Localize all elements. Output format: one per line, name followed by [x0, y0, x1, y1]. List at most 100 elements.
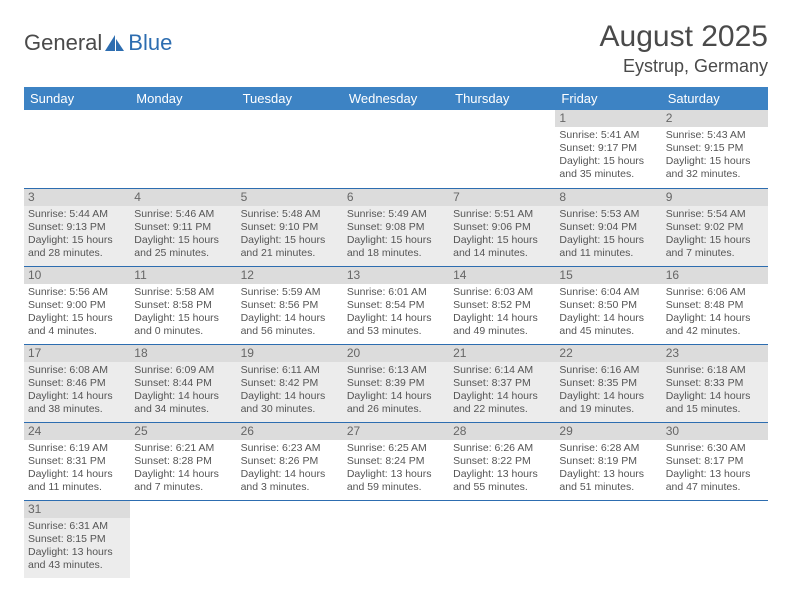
calendar-day-cell: 14Sunrise: 6:03 AMSunset: 8:52 PMDayligh…: [449, 266, 555, 344]
day-info-line: Sunrise: 5:56 AM: [28, 286, 126, 299]
calendar-day-cell: 18Sunrise: 6:09 AMSunset: 8:44 PMDayligh…: [130, 344, 236, 422]
calendar-day-cell: 13Sunrise: 6:01 AMSunset: 8:54 PMDayligh…: [343, 266, 449, 344]
day-number: 22: [555, 345, 661, 362]
calendar-week-row: 10Sunrise: 5:56 AMSunset: 9:00 PMDayligh…: [24, 266, 768, 344]
day-info-line: and 32 minutes.: [666, 168, 764, 181]
day-info-line: Daylight: 14 hours: [241, 390, 339, 403]
day-info-line: and 11 minutes.: [559, 247, 657, 260]
day-info-line: Sunrise: 6:08 AM: [28, 364, 126, 377]
day-info-line: Daylight: 14 hours: [559, 390, 657, 403]
day-info-line: Daylight: 15 hours: [666, 155, 764, 168]
day-number: 14: [449, 267, 555, 284]
logo: General Blue: [24, 30, 172, 56]
day-info-line: and 35 minutes.: [559, 168, 657, 181]
day-info-line: and 25 minutes.: [134, 247, 232, 260]
day-info-line: Sunrise: 6:28 AM: [559, 442, 657, 455]
day-info-line: and 26 minutes.: [347, 403, 445, 416]
day-number: 11: [130, 267, 236, 284]
day-number: 5: [237, 189, 343, 206]
calendar-table: SundayMondayTuesdayWednesdayThursdayFrid…: [24, 87, 768, 578]
day-number: 6: [343, 189, 449, 206]
day-info-line: Sunset: 8:22 PM: [453, 455, 551, 468]
calendar-day-cell: [343, 500, 449, 578]
day-number: 12: [237, 267, 343, 284]
day-info-line: Daylight: 15 hours: [241, 234, 339, 247]
day-info-line: Sunrise: 6:09 AM: [134, 364, 232, 377]
calendar-day-cell: 10Sunrise: 5:56 AMSunset: 9:00 PMDayligh…: [24, 266, 130, 344]
day-info-line: and 34 minutes.: [134, 403, 232, 416]
day-info-line: Daylight: 15 hours: [28, 312, 126, 325]
day-number: 17: [24, 345, 130, 362]
day-number: 26: [237, 423, 343, 440]
calendar-day-cell: 7Sunrise: 5:51 AMSunset: 9:06 PMDaylight…: [449, 188, 555, 266]
day-info-line: Sunset: 8:17 PM: [666, 455, 764, 468]
calendar-day-cell: 5Sunrise: 5:48 AMSunset: 9:10 PMDaylight…: [237, 188, 343, 266]
day-number: 1: [555, 110, 661, 127]
day-info-line: Sunrise: 5:58 AM: [134, 286, 232, 299]
day-info-line: and 45 minutes.: [559, 325, 657, 338]
day-info-line: Sunset: 8:26 PM: [241, 455, 339, 468]
calendar-day-cell: 8Sunrise: 5:53 AMSunset: 9:04 PMDaylight…: [555, 188, 661, 266]
day-info-line: Sunrise: 5:41 AM: [559, 129, 657, 142]
calendar-day-cell: [449, 500, 555, 578]
day-info-line: Daylight: 14 hours: [28, 468, 126, 481]
day-info-line: and 42 minutes.: [666, 325, 764, 338]
day-number: 4: [130, 189, 236, 206]
day-info-line: and 53 minutes.: [347, 325, 445, 338]
calendar-day-cell: 21Sunrise: 6:14 AMSunset: 8:37 PMDayligh…: [449, 344, 555, 422]
location: Eystrup, Germany: [600, 56, 768, 77]
day-info-line: Sunset: 9:15 PM: [666, 142, 764, 155]
logo-sail-icon: [104, 34, 126, 52]
day-info-line: Sunrise: 6:01 AM: [347, 286, 445, 299]
day-number: 21: [449, 345, 555, 362]
calendar-day-cell: 19Sunrise: 6:11 AMSunset: 8:42 PMDayligh…: [237, 344, 343, 422]
day-info-line: and 7 minutes.: [666, 247, 764, 260]
day-info-line: Daylight: 15 hours: [134, 234, 232, 247]
day-info-line: Sunset: 9:08 PM: [347, 221, 445, 234]
calendar-day-cell: [555, 500, 661, 578]
calendar-day-cell: 31Sunrise: 6:31 AMSunset: 8:15 PMDayligh…: [24, 500, 130, 578]
day-info-line: Sunrise: 6:31 AM: [28, 520, 126, 533]
day-info-line: and 43 minutes.: [28, 559, 126, 572]
calendar-week-row: 31Sunrise: 6:31 AMSunset: 8:15 PMDayligh…: [24, 500, 768, 578]
day-info-line: Daylight: 15 hours: [559, 234, 657, 247]
day-info-line: Daylight: 15 hours: [28, 234, 126, 247]
day-info-line: Sunset: 8:24 PM: [347, 455, 445, 468]
day-info-line: and 56 minutes.: [241, 325, 339, 338]
day-info-line: Daylight: 14 hours: [28, 390, 126, 403]
day-info-line: Sunset: 8:48 PM: [666, 299, 764, 312]
day-info-line: Sunrise: 5:43 AM: [666, 129, 764, 142]
day-info-line: Sunrise: 6:03 AM: [453, 286, 551, 299]
day-number: 27: [343, 423, 449, 440]
day-info-line: Daylight: 13 hours: [559, 468, 657, 481]
day-info-line: Sunset: 8:46 PM: [28, 377, 126, 390]
calendar-day-cell: [343, 110, 449, 188]
day-info-line: and 4 minutes.: [28, 325, 126, 338]
day-info-line: Daylight: 14 hours: [134, 468, 232, 481]
calendar-week-row: 17Sunrise: 6:08 AMSunset: 8:46 PMDayligh…: [24, 344, 768, 422]
calendar-day-cell: 28Sunrise: 6:26 AMSunset: 8:22 PMDayligh…: [449, 422, 555, 500]
calendar-day-cell: 23Sunrise: 6:18 AMSunset: 8:33 PMDayligh…: [662, 344, 768, 422]
calendar-day-cell: 16Sunrise: 6:06 AMSunset: 8:48 PMDayligh…: [662, 266, 768, 344]
calendar-week-row: 3Sunrise: 5:44 AMSunset: 9:13 PMDaylight…: [24, 188, 768, 266]
calendar-day-cell: 26Sunrise: 6:23 AMSunset: 8:26 PMDayligh…: [237, 422, 343, 500]
day-info-line: and 11 minutes.: [28, 481, 126, 494]
day-info-line: Sunset: 8:15 PM: [28, 533, 126, 546]
day-number: 24: [24, 423, 130, 440]
day-info-line: Sunrise: 5:54 AM: [666, 208, 764, 221]
calendar-day-cell: [449, 110, 555, 188]
calendar-day-cell: 25Sunrise: 6:21 AMSunset: 8:28 PMDayligh…: [130, 422, 236, 500]
day-info-line: Sunset: 8:37 PM: [453, 377, 551, 390]
day-info-line: Sunset: 8:58 PM: [134, 299, 232, 312]
day-number: 23: [662, 345, 768, 362]
weekday-header: Friday: [555, 87, 661, 110]
weekday-header-row: SundayMondayTuesdayWednesdayThursdayFrid…: [24, 87, 768, 110]
day-info-line: Sunset: 8:31 PM: [28, 455, 126, 468]
day-info-line: Daylight: 13 hours: [347, 468, 445, 481]
day-info-line: Sunrise: 6:11 AM: [241, 364, 339, 377]
day-info-line: Sunset: 9:04 PM: [559, 221, 657, 234]
day-info-line: Daylight: 13 hours: [453, 468, 551, 481]
day-info-line: Sunrise: 6:25 AM: [347, 442, 445, 455]
day-info-line: Sunrise: 6:30 AM: [666, 442, 764, 455]
calendar-day-cell: [24, 110, 130, 188]
